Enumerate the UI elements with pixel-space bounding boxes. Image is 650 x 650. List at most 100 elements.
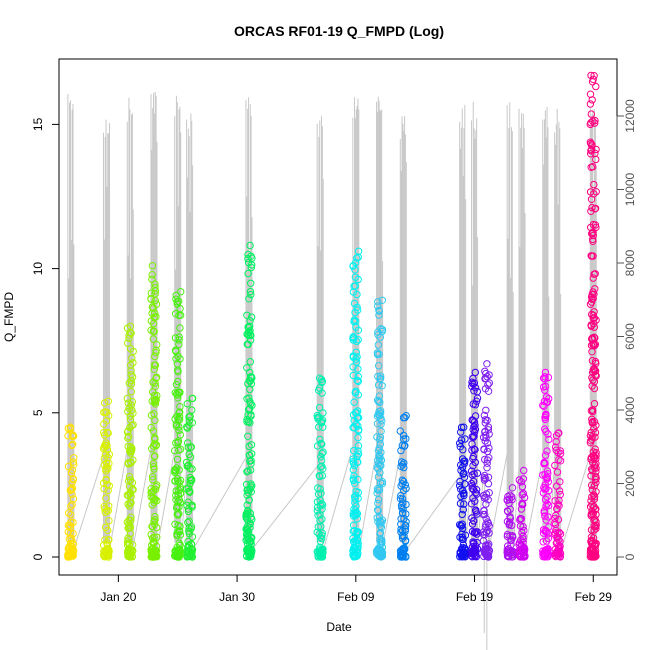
data-point <box>586 138 595 146</box>
data-point <box>587 547 595 555</box>
data-point <box>350 299 359 308</box>
data-point <box>128 354 136 362</box>
data-point <box>247 290 255 299</box>
data-point <box>185 517 193 525</box>
data-point <box>126 322 135 330</box>
data-point <box>539 549 547 558</box>
data-point <box>587 293 596 301</box>
data-point <box>69 475 77 483</box>
data-point <box>175 446 183 454</box>
data-point <box>174 511 182 519</box>
data-point <box>148 303 157 311</box>
data-point <box>400 514 408 523</box>
data-point <box>588 310 596 319</box>
data-point <box>587 163 595 172</box>
data-point <box>243 340 252 348</box>
data-point <box>376 407 385 415</box>
flight-series <box>372 296 387 561</box>
data-point <box>244 506 252 515</box>
data-point <box>544 513 552 521</box>
data-point <box>485 454 493 462</box>
data-point <box>123 394 132 403</box>
data-point <box>349 476 358 485</box>
data-point <box>68 490 76 498</box>
data-point <box>543 447 551 455</box>
data-point <box>175 496 184 504</box>
data-point <box>247 263 256 272</box>
data-point <box>171 334 180 342</box>
data-point <box>244 489 252 497</box>
data-point <box>354 365 362 373</box>
data-point <box>243 526 252 534</box>
data-point <box>456 482 464 490</box>
data-point <box>458 553 467 561</box>
y2-tick-label: 6000 <box>623 323 637 350</box>
data-point <box>317 439 325 448</box>
data-point <box>245 295 253 303</box>
data-point <box>188 503 196 511</box>
data-point <box>349 423 357 432</box>
data-point <box>186 412 194 421</box>
data-point <box>188 546 197 554</box>
data-point <box>246 287 255 296</box>
data-point <box>101 399 109 407</box>
data-point <box>460 548 468 557</box>
data-point <box>402 412 410 420</box>
data-point <box>313 413 322 422</box>
data-point <box>468 382 476 390</box>
data-point <box>354 427 363 435</box>
data-point <box>149 304 157 312</box>
flight-series <box>171 288 185 561</box>
data-point <box>70 461 78 469</box>
data-point <box>508 484 517 492</box>
data-point <box>176 324 184 332</box>
data-point <box>519 489 528 498</box>
data-point <box>147 295 155 303</box>
data-point <box>176 408 184 416</box>
data-point <box>353 353 361 361</box>
data-point <box>589 274 597 282</box>
data-point <box>483 373 491 381</box>
data-point <box>245 496 253 504</box>
flight-series <box>64 423 78 561</box>
data-point <box>103 428 112 437</box>
data-point <box>471 446 479 454</box>
data-point <box>150 498 158 507</box>
data-point <box>316 501 325 509</box>
data-point <box>378 417 386 425</box>
data-point <box>175 426 183 435</box>
data-point <box>542 427 550 436</box>
data-point <box>460 491 468 500</box>
flight-series <box>467 368 482 561</box>
data-point <box>592 518 600 526</box>
data-point <box>147 411 156 419</box>
data-point <box>375 513 384 521</box>
data-point <box>150 365 159 373</box>
data-point <box>129 485 137 494</box>
data-point <box>185 487 193 496</box>
data-point <box>471 552 479 561</box>
data-point <box>151 520 159 528</box>
data-point <box>353 376 362 385</box>
data-point <box>588 435 596 443</box>
data-point <box>172 487 180 495</box>
data-point <box>147 493 155 501</box>
data-point <box>588 382 596 390</box>
data-point <box>398 495 407 503</box>
chart-title: ORCAS RF01-19 Q_FMPD (Log) <box>234 23 444 39</box>
data-point <box>592 188 600 196</box>
data-point <box>175 333 183 341</box>
data-point <box>505 545 513 553</box>
data-point <box>541 512 549 520</box>
plot-area <box>64 71 600 650</box>
data-point <box>103 480 112 489</box>
data-point <box>354 422 362 430</box>
data-point <box>176 548 184 557</box>
data-point <box>484 473 493 481</box>
data-point <box>591 475 600 484</box>
data-point <box>350 493 359 501</box>
data-point <box>401 442 409 450</box>
data-point <box>481 510 489 519</box>
data-point <box>171 466 179 474</box>
data-point <box>176 445 185 453</box>
